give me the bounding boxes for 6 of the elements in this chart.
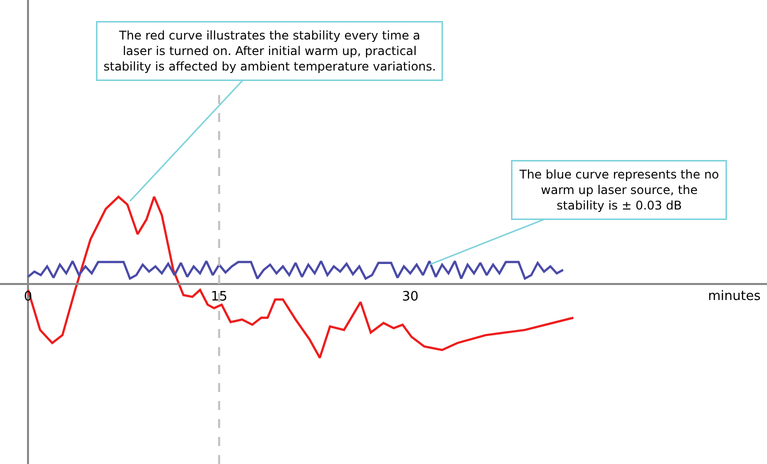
- x-tick-label: 15: [210, 289, 228, 304]
- x-axis-title: minutes: [708, 289, 761, 304]
- annotation: The blue curve represents the no warm up laser source, the stability is ± 0.03 dB: [518, 168, 720, 213]
- x-tick-label: 0: [24, 289, 32, 304]
- x-tick-label: 30: [402, 289, 419, 304]
- annotation: The red curve illustrates the stability every time a laser is turned on. After initial warm up, practical stability is affected by ambient temperature variations.: [104, 28, 436, 74]
